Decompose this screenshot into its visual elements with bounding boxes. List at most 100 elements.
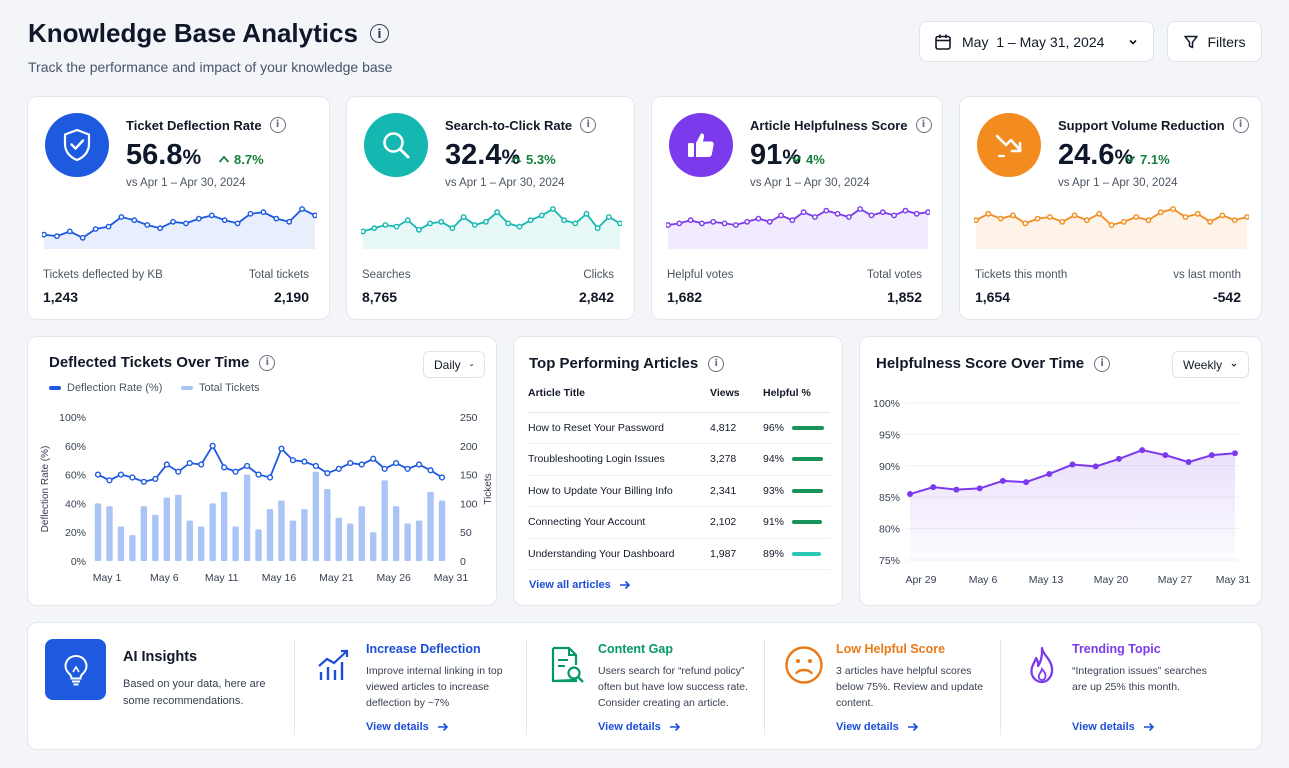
helpfulness-period-select[interactable]: Weekly [1172,351,1249,378]
info-icon[interactable]: i [269,117,286,133]
deflected-tickets-title-row: Deflected Tickets Over Time i [49,354,276,371]
table-row[interactable]: Connecting Your Account 2,102 91% [528,506,830,539]
sparkline-point [260,209,267,216]
view-details-link[interactable]: View details [1072,721,1155,733]
sparkline-point [131,217,138,224]
sparkline-point [1071,212,1078,219]
sparkline-point [1083,217,1090,224]
deflected-period-select[interactable]: Daily [423,351,485,378]
view-details-link[interactable]: View details [598,721,681,733]
sparkline-point [812,214,818,220]
x-tick-label: May 27 [1158,574,1193,586]
table-row[interactable]: How to Update Your Billing Info 2,341 93% [528,475,830,507]
article-title-cell[interactable]: How to Update Your Billing Info [528,475,710,507]
insight-divider [764,639,765,735]
article-title-cell[interactable]: How to Reset Your Password [528,412,710,444]
kpi-left-value: 1,654 [975,289,1011,305]
ai-insights-icon-tile [45,639,106,700]
y-left-tick-label: 0% [71,556,86,568]
y-right-tick-label: 100 [460,498,478,510]
bar-total-tickets [255,529,262,561]
table-row[interactable]: Understanding Your Dashboard 1,987 89% [528,538,830,570]
chevron-down-icon [790,155,802,163]
article-views-cell: 4,812 [710,412,763,444]
sparkline-point [361,228,366,235]
deflection-rate-point [289,457,297,464]
legend-line-label: Deflection Rate (%) [67,382,163,394]
bar-total-tickets [232,526,239,561]
helpfulness-point [1232,450,1238,457]
lightbulb-icon [63,654,88,685]
y-tick-label: 90% [879,461,900,473]
article-title-cell[interactable]: Connecting Your Account [528,506,710,539]
view-details-link[interactable]: View details [836,721,919,733]
kpi-right-label: Total tickets [248,269,309,281]
info-icon[interactable]: i [369,24,389,43]
sparkline-point [868,212,875,219]
calendar-icon [935,34,951,50]
column-header-helpful[interactable]: Helpful % [763,384,830,413]
article-helpful-cell: 93% [763,475,830,507]
info-icon[interactable]: i [708,355,725,372]
sparkline-area [976,209,1247,249]
sparkline-point [371,225,378,232]
sparkline-point [1022,220,1029,227]
trend-down-icon [977,113,1041,177]
sparkline-point [118,214,125,220]
kpi-value-row: 56.8% [126,139,201,172]
kpi-right-label: Clicks [583,269,614,281]
kpi-delta: 4% [790,152,825,167]
bar-total-tickets [243,474,251,561]
info-icon[interactable]: i [259,354,276,371]
article-title-cell[interactable]: Understanding Your Dashboard [528,538,710,570]
x-tick-label: May 31 [434,572,469,584]
x-tick-label: May 20 [1094,574,1129,586]
filter-icon [1184,35,1199,48]
kpi-right-value: 1,852 [886,289,922,305]
table-row[interactable]: How to Reset Your Password 4,812 96% [528,412,830,444]
bar-total-tickets [209,503,216,561]
date-range-picker[interactable]: May 1 – May 31, 2024 [919,21,1154,62]
info-icon[interactable]: i [1094,355,1111,372]
deflection-rate-point [415,461,423,468]
view-details-label: View details [836,721,899,733]
kpi-card[interactable]: Ticket Deflection Rate i 56.8% 8.7% vs Apr 1… [27,96,330,320]
deflection-rate-point [186,459,193,467]
deflection-rate-point [347,459,354,467]
page-subtitle: Track the performance and impact of your… [28,59,393,75]
x-tick-label: May 11 [205,572,239,584]
article-title-cell[interactable]: Troubleshooting Login Issues [528,443,710,476]
sparkline-point [393,223,400,230]
ai-insights-text: Based on your data, here are some recomm… [123,678,266,707]
kpi-delta-value: 5.3% [526,152,556,167]
bar-total-tickets [117,526,125,561]
info-icon[interactable]: i [915,117,932,133]
kpi-card[interactable]: Search-to-Click Rate i 32.4% 5.3% vs Apr 1 –… [346,96,635,320]
sparkline-point [1133,214,1140,220]
kpi-card[interactable]: Article Helpfulness Score i 91% 4% vs Apr 1 … [651,96,943,320]
helpfulness-point [1185,459,1192,466]
y-left-tick-label: 60% [65,441,86,453]
kpi-card[interactable]: Support Volume Reduction i 24.6% 7.1% vs Apr… [959,96,1262,320]
info-icon[interactable]: i [580,117,597,133]
y-tick-label: 95% [879,429,900,441]
view-details-link[interactable]: View details [366,721,449,733]
deflection-rate-point [129,474,136,481]
deflection-rate-point [175,468,182,475]
bar-total-tickets [312,471,320,561]
deflection-rate-point [152,475,159,483]
bar-total-tickets [289,520,297,561]
deflection-rate-point [198,461,205,468]
sparkline-point [676,220,683,227]
filters-button[interactable]: Filters [1167,21,1262,62]
column-header-title[interactable]: Article Title [528,384,710,413]
deflection-rate-point [94,471,102,478]
insight-divider [294,639,295,735]
kpi-value-row: 24.6% [1058,139,1133,172]
info-icon[interactable]: i [1232,117,1249,133]
table-row[interactable]: Troubleshooting Login Issues 3,278 94% [528,443,830,476]
top-articles-title: Top Performing Articles [529,355,699,372]
column-header-views[interactable]: Views [710,384,763,413]
view-all-articles-link[interactable]: View all articles [529,579,631,591]
deflection-rate-point [243,462,251,470]
